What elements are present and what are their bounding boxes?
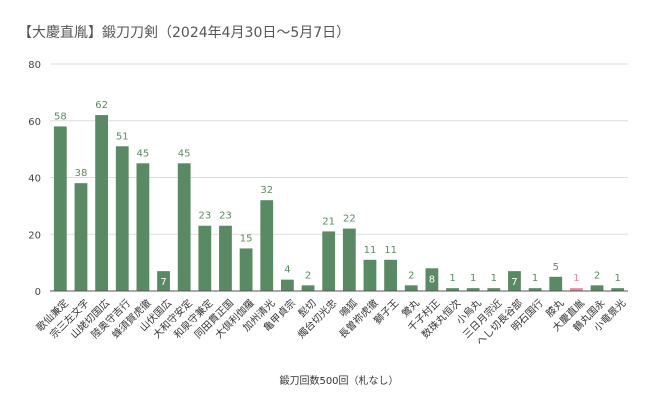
bar — [74, 183, 88, 291]
bar — [115, 146, 129, 291]
data-label: 1 — [614, 273, 620, 284]
bar — [136, 163, 150, 291]
bar — [177, 163, 191, 291]
y-axis-ticks: 0 20 40 60 80 — [28, 60, 41, 298]
bar — [260, 200, 274, 291]
y-tick-label: 40 — [28, 174, 41, 185]
bar — [528, 288, 542, 291]
bar — [508, 271, 521, 291]
bar — [404, 285, 418, 291]
bar — [487, 288, 501, 291]
data-label: 45 — [137, 148, 150, 159]
category-label: 燭台切光忠 — [295, 296, 340, 341]
data-label: 8 — [429, 274, 435, 285]
bar — [95, 115, 109, 291]
data-label: 38 — [75, 168, 88, 179]
bar — [301, 285, 315, 291]
bar — [569, 288, 583, 291]
data-label: 15 — [240, 233, 253, 244]
bar — [549, 276, 563, 291]
bar — [322, 231, 336, 291]
data-label: 11 — [384, 245, 397, 256]
data-label: 1 — [449, 273, 455, 284]
data-label: 45 — [178, 148, 191, 159]
bar — [363, 259, 377, 291]
x-axis-title: 鍛刀回数500回（札なし） — [279, 374, 398, 387]
data-label: 2 — [408, 270, 414, 281]
data-label: 62 — [95, 100, 108, 111]
bar — [239, 248, 253, 291]
bar — [53, 126, 67, 291]
y-tick-label: 0 — [35, 287, 41, 298]
data-label: 22 — [343, 214, 356, 225]
data-label: 4 — [284, 265, 290, 276]
data-label: 2 — [305, 270, 311, 281]
bar — [446, 288, 459, 291]
bar — [198, 225, 212, 291]
bar — [590, 285, 604, 291]
data-label: 51 — [116, 131, 129, 142]
bar — [157, 271, 170, 291]
bar — [342, 228, 356, 291]
data-label: 2 — [594, 270, 600, 281]
chart-title: 【大慶直胤】鍛刀刀剣（2024年4月30日～5月7日） — [18, 24, 350, 41]
data-label: 23 — [198, 211, 211, 222]
data-label: 1 — [532, 273, 538, 284]
data-label: 1 — [470, 273, 476, 284]
bar — [466, 288, 480, 291]
data-label: 11 — [364, 245, 377, 256]
y-tick-label: 60 — [28, 117, 41, 128]
data-label: 32 — [260, 185, 273, 196]
bar — [384, 259, 398, 291]
y-tick-label: 20 — [28, 230, 41, 241]
bar — [219, 225, 232, 291]
data-label: 7 — [160, 277, 166, 288]
data-label: 5 — [553, 262, 559, 273]
bar — [611, 288, 625, 291]
bars — [53, 115, 625, 291]
bar — [280, 279, 294, 291]
data-label: 1 — [573, 273, 579, 284]
bar — [425, 268, 439, 291]
data-label: 23 — [219, 211, 232, 222]
y-tick-label: 80 — [28, 60, 41, 71]
data-label: 1 — [491, 273, 497, 284]
data-label: 7 — [511, 277, 517, 288]
category-labels: 歌仙兼定宗三左文字山姥切国広陸奥守吉行蜂須賀虎徹山伏国広大和守安定和泉守兼定同田… — [33, 296, 628, 348]
data-label: 58 — [54, 111, 67, 122]
data-label: 21 — [322, 216, 335, 227]
